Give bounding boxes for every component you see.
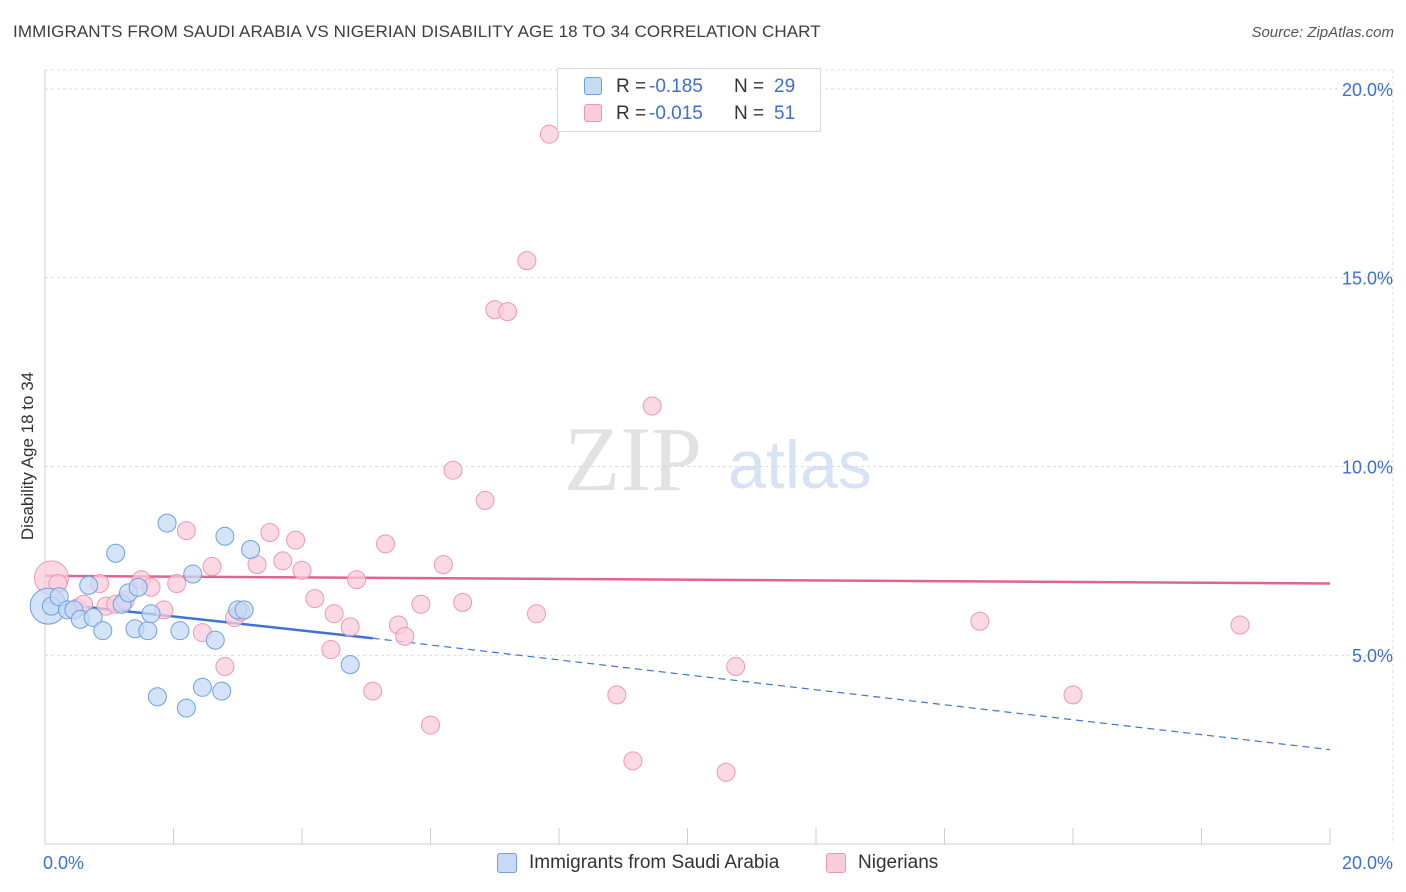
legend-swatch-blue — [497, 853, 517, 873]
nigerian-point — [292, 560, 312, 580]
nigerian-point — [324, 604, 344, 624]
nigerian-point — [443, 460, 463, 480]
saudi-point — [170, 621, 190, 641]
saudi-point — [183, 564, 203, 584]
watermark-atlas: atlas — [728, 427, 872, 503]
stats-legend-row-saudi: R = -0.185 N = 29 — [558, 73, 820, 101]
nigerian-point — [726, 657, 746, 677]
y-tick-label: 20.0% — [1342, 80, 1393, 100]
legend-r-label: R = — [616, 76, 647, 97]
nigerian-point — [475, 490, 495, 510]
legend-swatch-blue — [584, 77, 602, 95]
axis-layer — [44, 70, 1331, 845]
nigerian-point — [607, 685, 627, 705]
grid-layer — [45, 69, 1395, 844]
nigerian-point — [305, 589, 325, 609]
nigerian-point — [421, 715, 440, 735]
nigerian-point — [202, 556, 222, 576]
nigerian-point — [623, 751, 643, 771]
legend-n-label: N = — [734, 76, 765, 97]
nigerian-point — [376, 534, 396, 554]
nigerian-point — [411, 594, 431, 614]
nigerian-point — [1230, 615, 1250, 635]
tick-label-layer: 5.0% 10.0% 15.0% 20.0% 0.0% 20.0% — [43, 80, 1393, 873]
saudi-point — [141, 604, 161, 624]
legend-swatch-pink — [826, 853, 846, 873]
watermark-zip: ZIP — [564, 408, 702, 510]
legend-swatch-pink — [584, 104, 602, 122]
points-layer — [29, 124, 1250, 782]
chart-source: Source: ZipAtlas.com — [1251, 24, 1394, 41]
y-tick-label: 15.0% — [1342, 269, 1393, 289]
stats-legend: R = -0.185 N = 29 R = -0.015 N = 51 — [557, 68, 821, 132]
nigerian-point — [453, 592, 473, 612]
nigerian-point — [260, 523, 280, 543]
x-tick-label: 0.0% — [43, 853, 84, 873]
nigerian-point — [273, 551, 293, 571]
nigerian-point — [716, 762, 736, 782]
nigerian-point — [340, 617, 360, 637]
saudi-point — [215, 526, 235, 546]
nigerian-point — [433, 555, 453, 575]
saudi-point — [205, 630, 225, 650]
legend-n-value: 29 — [774, 76, 796, 97]
saudi-point — [176, 698, 196, 718]
nigerian-point — [970, 611, 990, 631]
saudi-point — [93, 621, 113, 641]
y-tick-label: 10.0% — [1342, 457, 1393, 477]
nigerian-point — [286, 530, 306, 550]
legend-r-value: -0.185 — [649, 76, 703, 97]
legend-label: Nigerians — [858, 852, 939, 873]
y-tick-label: 5.0% — [1352, 646, 1393, 666]
saudi-point — [157, 513, 177, 533]
nigerian-point — [527, 604, 547, 624]
saudi-point — [138, 621, 158, 641]
saudi-point — [147, 687, 167, 707]
saudi-point — [128, 577, 148, 597]
nigerian-point — [363, 681, 383, 701]
nigerian-point — [347, 570, 367, 590]
nigerian-point — [1063, 685, 1083, 705]
nigerian-point — [215, 657, 235, 677]
nigerian-point — [167, 573, 187, 593]
saudi-point — [241, 540, 261, 560]
legend-n-label: N = — [734, 103, 765, 124]
nigerian-point — [498, 302, 518, 322]
nigerian-point — [395, 626, 415, 646]
x-tick-label: 20.0% — [1342, 853, 1393, 873]
saudi-point — [83, 607, 103, 627]
legend-r-value: -0.015 — [649, 103, 703, 124]
nigerian-trend-line — [44, 574, 1331, 585]
saudi-point — [192, 677, 212, 697]
nigerian-point — [539, 124, 559, 144]
legend-r-label: R = — [616, 103, 647, 124]
nigerian-point — [321, 640, 341, 660]
saudi-point — [106, 543, 126, 563]
legend-label: Immigrants from Saudi Arabia — [529, 852, 780, 873]
nigerian-point — [517, 251, 537, 271]
nigerian-point — [642, 396, 662, 416]
nigerian-point — [176, 521, 196, 541]
saudi-point — [212, 681, 232, 701]
saudi-point — [79, 575, 99, 595]
chart-title: IMMIGRANTS FROM SAUDI ARABIA VS NIGERIAN… — [13, 22, 821, 41]
watermark: ZIP atlas — [564, 408, 872, 510]
saudi-point — [340, 655, 360, 675]
legend-n-value: 51 — [774, 103, 796, 124]
saudi-point — [234, 600, 254, 620]
saudi-trend-dashed — [372, 637, 1331, 751]
stats-legend-row-nigerians: R = -0.015 N = 51 — [558, 100, 820, 128]
